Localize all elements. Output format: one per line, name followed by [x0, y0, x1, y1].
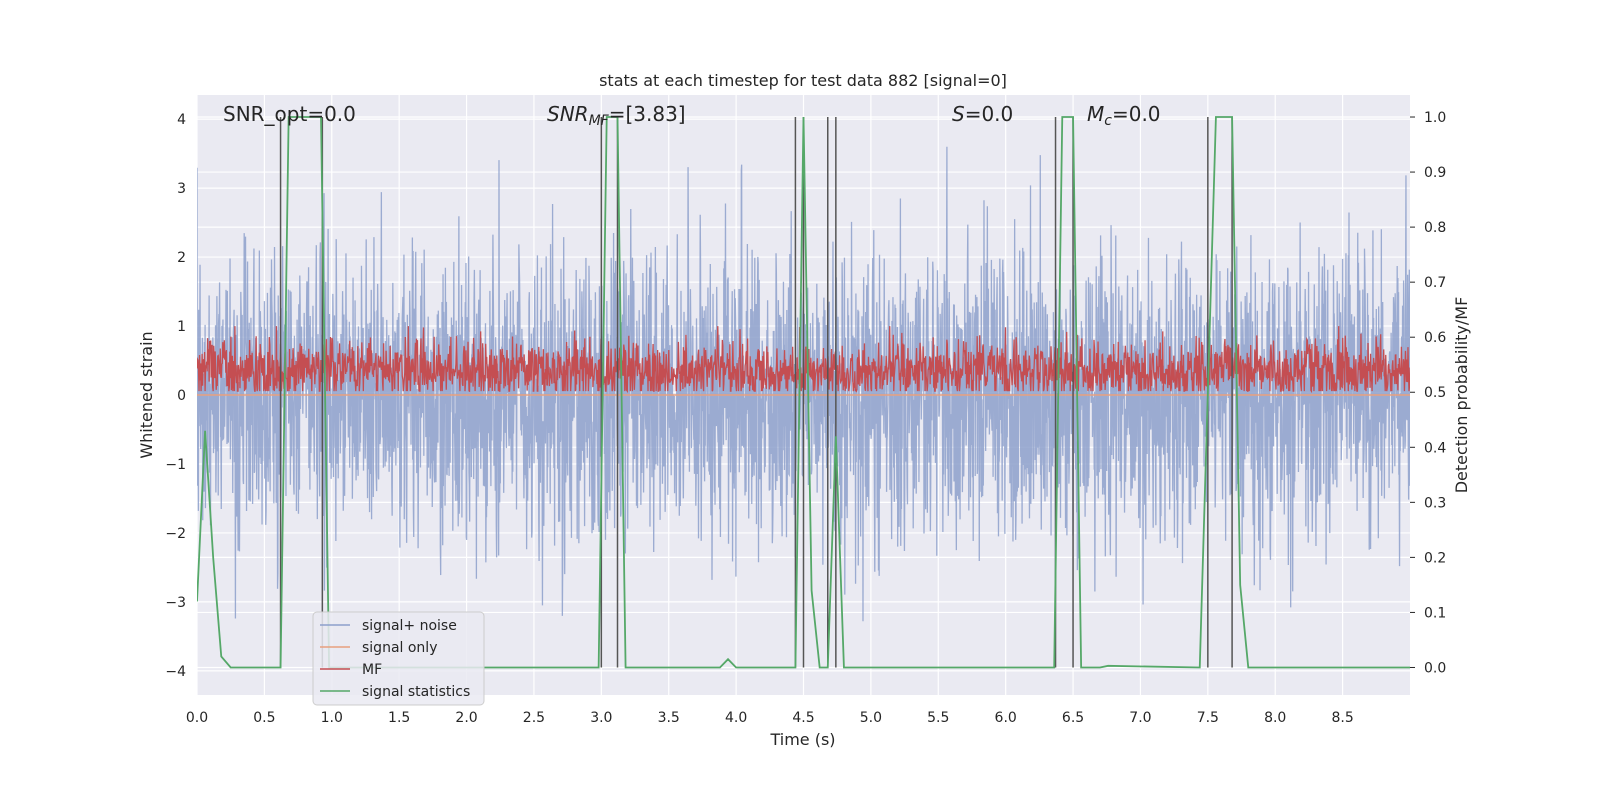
chart-title: stats at each timestep for test data 882… [599, 71, 1007, 90]
legend-label-mf: MF [362, 662, 382, 678]
x-tick-label: 2.0 [455, 710, 477, 726]
y-right-tick-label: 0.0 [1424, 660, 1446, 676]
x-tick-label: 8.5 [1331, 710, 1353, 726]
x-axis-ticks: 0.0 0.5 1.0 1.5 2.0 2.5 3.0 3.5 4.0 4.5 5.0 5.5 6.0 6… [186, 710, 1354, 726]
plot-area [196, 95, 1410, 695]
y-left-tick-label: 4 [177, 112, 186, 128]
y-right-tick-label: 1.0 [1424, 110, 1446, 126]
signal-statistics-trace [197, 116, 1410, 669]
y-right-tick-label: 0.4 [1424, 440, 1446, 456]
y-right-tick-label: 0.7 [1424, 275, 1446, 291]
y-left-tick-label: 1 [177, 319, 186, 335]
x-tick-label: 1.5 [388, 710, 410, 726]
x-tick-label: 4.0 [725, 710, 747, 726]
y-left-tick-label: −2 [165, 526, 186, 542]
y-axis-left-label: Whitened strain [137, 331, 156, 458]
y-right-tick-label: 0.5 [1424, 385, 1446, 401]
y-left-tick-label: 0 [177, 388, 186, 404]
x-tick-label: 8.0 [1264, 710, 1286, 726]
annotation-snr-mf-value: =[3.83] [609, 102, 686, 126]
x-tick-label: 6.5 [1062, 710, 1084, 726]
x-tick-label: 5.0 [860, 710, 882, 726]
y-right-tick-label: 0.6 [1424, 330, 1446, 346]
annotation-snr-mf-main: SNR [547, 102, 589, 126]
x-axis-label: Time (s) [769, 730, 835, 749]
x-tick-label: 6.0 [995, 710, 1017, 726]
annotation-snr-mf: SNRMF=[3.83] [547, 102, 686, 129]
x-tick-label: 5.5 [927, 710, 949, 726]
annotation-snr-opt: SNR_opt=0.0 [223, 102, 356, 126]
x-tick-label: 0.0 [186, 710, 208, 726]
annotation-s-value: =0.0 [965, 102, 1014, 126]
y-left-tick-label: −1 [165, 457, 186, 473]
annotation-s: S=0.0 [952, 102, 1013, 126]
x-tick-label: 1.0 [321, 710, 343, 726]
annotation-mc: Mc=0.0 [1087, 102, 1161, 129]
annotation-snr-mf-sub: MF [589, 113, 610, 129]
y-axis-right-ticks: 1.0 0.9 0.8 0.7 0.6 0.5 0.4 0.3 0.2 0.1 0.0 [1410, 110, 1446, 676]
x-tick-label: 4.5 [792, 710, 814, 726]
y-left-tick-label: 3 [177, 181, 186, 197]
y-axis-left-ticks: 4 3 2 1 0 −1 −2 −3 −4 [165, 112, 186, 680]
legend-label-signal-noise: signal+ noise [362, 618, 457, 634]
annotation-mc-main: M [1087, 102, 1104, 126]
annotation-mc-value: =0.0 [1112, 102, 1161, 126]
y-right-tick-label: 0.3 [1424, 495, 1446, 511]
y-left-tick-label: −3 [165, 595, 186, 611]
x-tick-label: 7.0 [1129, 710, 1151, 726]
x-tick-label: 0.5 [253, 710, 275, 726]
y-left-tick-label: −4 [165, 664, 186, 680]
y-left-tick-label: 2 [177, 250, 186, 266]
legend-box [312, 611, 485, 706]
legend-label-signal-only: signal only [362, 640, 437, 656]
y-axis-right-label: Detection probability/MF [1452, 297, 1471, 494]
legend-label-signal-statistics: signal statistics [362, 684, 470, 700]
x-tick-label: 3.5 [658, 710, 680, 726]
annotation-mc-sub: c [1104, 113, 1112, 129]
x-tick-label: 3.0 [590, 710, 612, 726]
y-right-tick-label: 0.9 [1424, 165, 1446, 181]
annotation-s-main: S [952, 102, 965, 126]
y-right-tick-label: 0.8 [1424, 220, 1446, 236]
signal-statistics-line [197, 116, 1410, 669]
y-right-tick-label: 0.1 [1424, 605, 1446, 621]
x-tick-label: 7.5 [1197, 710, 1219, 726]
y-right-tick-label: 0.2 [1424, 550, 1446, 566]
legend: signal+ noise signal only MF signal stat… [312, 611, 485, 706]
x-tick-label: 2.5 [523, 710, 545, 726]
